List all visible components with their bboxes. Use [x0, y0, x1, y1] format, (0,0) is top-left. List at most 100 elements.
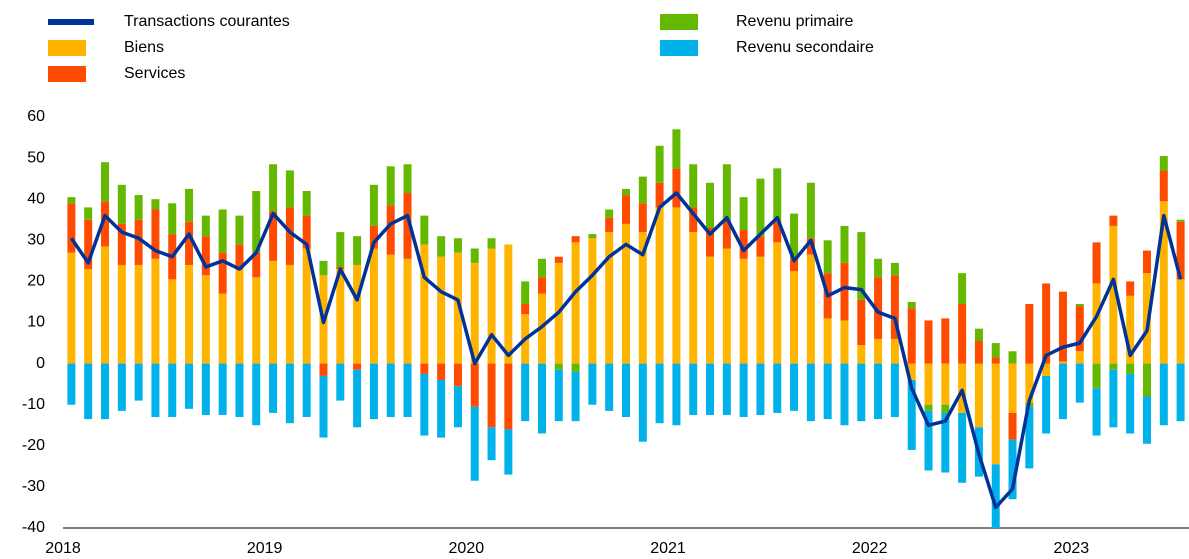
bar [319, 260, 328, 276]
bar [790, 258, 799, 272]
bar [722, 248, 731, 364]
bar [605, 232, 614, 364]
bar [201, 236, 210, 276]
bar [67, 252, 76, 364]
bar [622, 188, 630, 196]
y-tick-label: 40 [27, 190, 45, 207]
bar [739, 197, 748, 231]
bar [907, 308, 916, 364]
bar [857, 363, 866, 422]
bar [974, 328, 983, 341]
bar [840, 262, 849, 321]
bar [638, 363, 647, 442]
bar [806, 363, 815, 422]
bar [1142, 363, 1151, 397]
bar [773, 168, 782, 222]
bar [117, 184, 126, 224]
bar [857, 345, 866, 364]
bar [756, 256, 765, 364]
bar [756, 178, 765, 237]
bar [924, 410, 933, 471]
bar [840, 225, 849, 263]
bar [134, 264, 143, 364]
bar [622, 223, 630, 364]
bar [218, 363, 227, 415]
bar [252, 252, 261, 278]
bar [722, 363, 731, 415]
bar [706, 363, 715, 415]
bar [403, 164, 412, 194]
bar [1092, 242, 1101, 284]
y-tick-label: 50 [27, 149, 45, 166]
bar [1176, 221, 1185, 280]
bar [185, 264, 194, 364]
bar [1142, 396, 1151, 444]
bar [336, 363, 345, 401]
bar [1008, 363, 1017, 413]
bar [252, 190, 261, 253]
bar [941, 318, 950, 364]
bar [302, 248, 311, 364]
bar [537, 258, 546, 278]
bar [117, 363, 126, 411]
bar [151, 258, 160, 364]
bar [1126, 373, 1135, 434]
bar [269, 164, 278, 212]
bar [941, 363, 950, 405]
bar [269, 363, 278, 413]
y-tick-label: -20 [22, 437, 45, 454]
bar [537, 363, 546, 434]
y-tick-label: 60 [27, 108, 45, 125]
bar [890, 275, 899, 339]
bar [437, 236, 446, 257]
bar [806, 254, 815, 364]
bar [302, 190, 311, 216]
legend-label: Biens [124, 39, 164, 56]
bar [319, 375, 328, 438]
bar [101, 162, 110, 202]
bar [924, 363, 933, 405]
bar [470, 248, 479, 263]
bar [168, 279, 177, 364]
bar [437, 380, 446, 438]
bar [403, 363, 412, 418]
bar [588, 363, 597, 405]
bar [437, 363, 446, 381]
bar [773, 242, 782, 364]
bar [605, 217, 614, 233]
bar [907, 380, 916, 450]
bar [1025, 304, 1034, 364]
bar [201, 215, 210, 237]
bar [336, 269, 345, 364]
bar [84, 219, 93, 270]
bar [958, 304, 967, 364]
bar [487, 363, 496, 428]
bar [655, 207, 664, 364]
bar [353, 236, 362, 265]
bar [1109, 225, 1118, 364]
bar [302, 363, 311, 418]
bar [168, 363, 177, 418]
bar [1126, 295, 1135, 364]
bar [470, 262, 479, 364]
bar [117, 223, 126, 265]
bar [739, 258, 748, 364]
bar [689, 232, 698, 364]
x-tick-label: 2018 [45, 540, 81, 557]
bar [874, 363, 883, 420]
bar [504, 244, 513, 364]
bar [554, 363, 563, 370]
bar [790, 271, 799, 364]
bar [1075, 351, 1084, 364]
bar [706, 182, 715, 228]
bar [1075, 304, 1084, 307]
bar [336, 232, 345, 268]
bar [571, 236, 580, 243]
bar [1092, 363, 1101, 389]
bar [907, 363, 916, 381]
bar [319, 363, 328, 376]
bar [285, 170, 294, 208]
bar [689, 363, 698, 415]
line [69, 191, 1183, 510]
bar [655, 363, 664, 424]
